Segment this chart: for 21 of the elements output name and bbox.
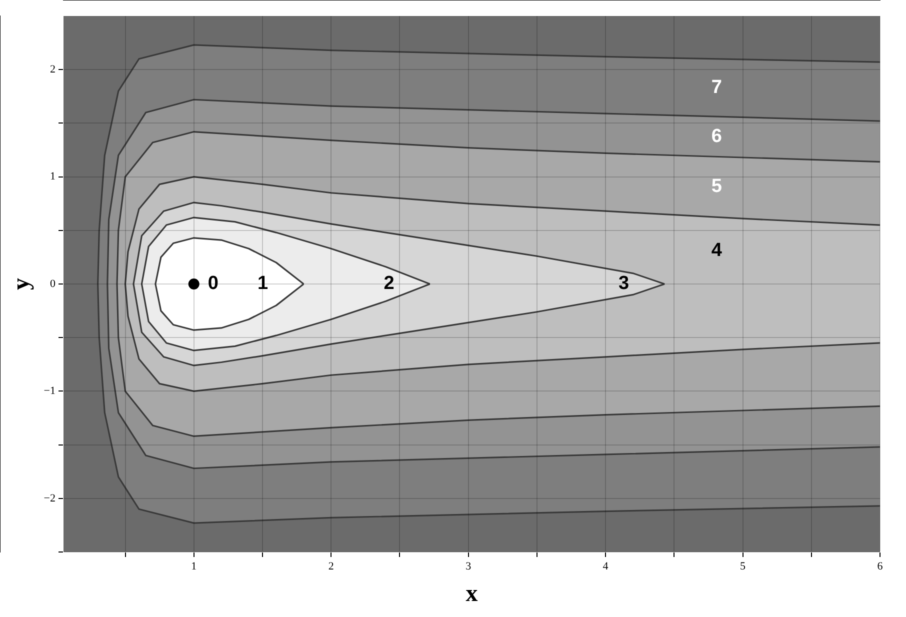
x-tick-label: 3 [466, 560, 472, 572]
x-tick-label: 5 [740, 560, 746, 572]
x-tick-label: 6 [877, 560, 884, 572]
x-axis-title: x [466, 580, 478, 607]
y-tick-label: −2 [44, 492, 56, 504]
series-label: 4 [711, 240, 722, 261]
x-tick-label: 1 [191, 560, 197, 572]
x-tick-label: 4 [602, 560, 609, 572]
y-tick-label: −1 [44, 385, 56, 398]
y-tick-label: 1 [50, 170, 56, 183]
series-label: 7 [711, 76, 722, 98]
y-axis-title: y [8, 278, 35, 290]
y-tick-label: 0 [50, 278, 56, 290]
series-label: 2 [384, 273, 394, 294]
series-label: 6 [711, 126, 722, 147]
series-label: 1 [258, 273, 269, 294]
series-label: 0 [208, 273, 218, 294]
series-label: 3 [618, 273, 630, 294]
series-label: 5 [711, 176, 722, 198]
y-tick-label: 2 [50, 63, 56, 76]
x-tick-label: 2 [328, 560, 334, 572]
